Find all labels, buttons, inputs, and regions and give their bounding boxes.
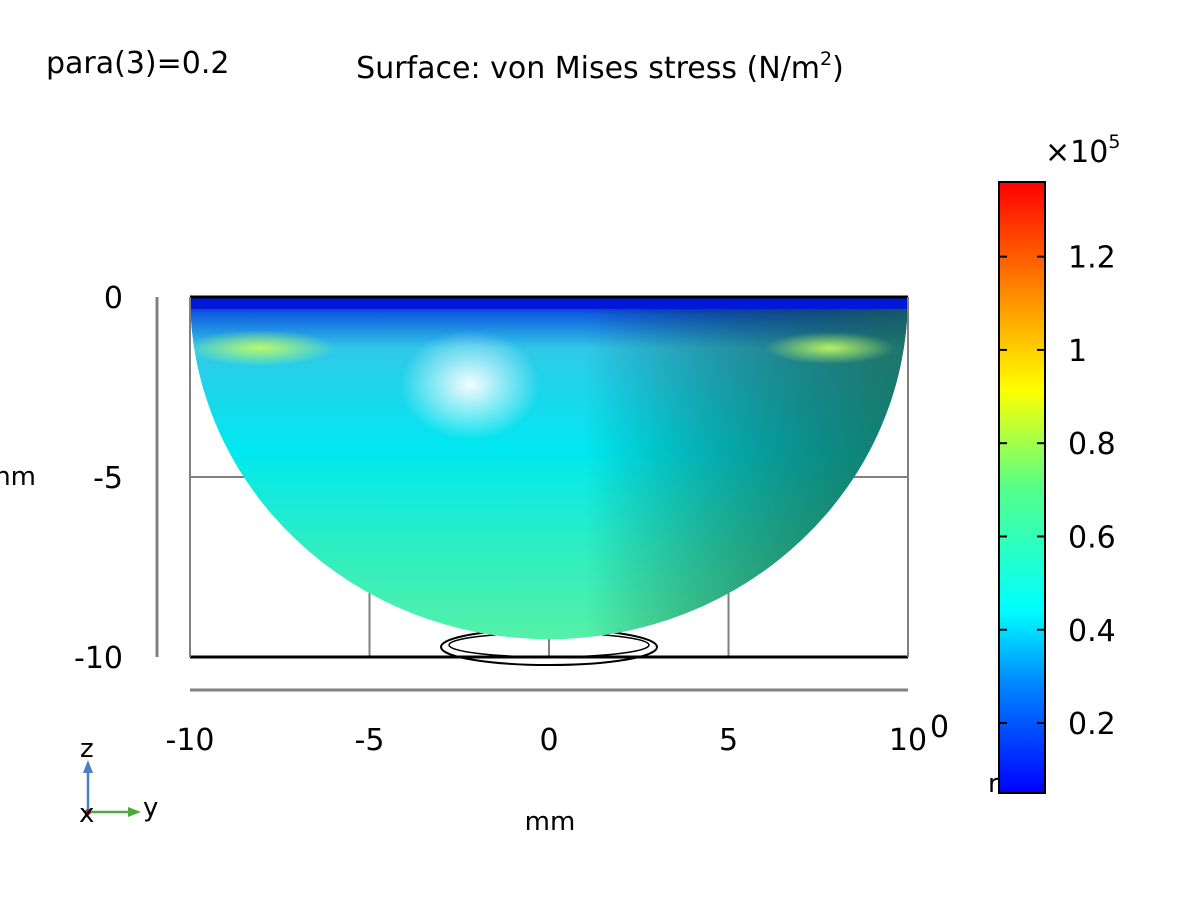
colorbar-tick-label: 0.2: [1068, 707, 1116, 742]
x-arrow-dot: [85, 809, 91, 815]
colorbar-unit-fragment: r: [988, 769, 999, 799]
x-tick-label: -10: [166, 723, 215, 758]
x-axis-label: mm: [525, 807, 576, 837]
z-arrow-head: [83, 760, 93, 773]
bowl-highlight: [400, 330, 540, 440]
colorbar-tick-label: 0.8: [1068, 427, 1116, 462]
axes-frame: [189, 295, 909, 659]
x-tick-label: 0: [539, 723, 558, 758]
colorbar-gradient: [998, 181, 1046, 794]
plot-title: Surface: von Mises stress (N/m2): [356, 48, 844, 86]
axis-triad: z x y: [79, 734, 158, 829]
parameter-label: para(3)=0.2: [46, 46, 230, 81]
y-arrow-head: [128, 807, 141, 817]
colorbar-tick-label: 1: [1068, 334, 1087, 369]
colorbar-multiplier: ×105: [1045, 131, 1120, 170]
title-close: ): [832, 51, 844, 86]
x-tick-label: -5: [355, 723, 385, 758]
colorbar-tick-label: 0.4: [1068, 614, 1116, 649]
triad-y-label: y: [143, 793, 158, 823]
triad-z-label: z: [80, 734, 94, 764]
colorbar: 0.2 0.4 0.6 0.8 1 1.2 ×105 r: [988, 131, 1120, 799]
z-tick-label: 0: [104, 281, 123, 316]
title-superscript: 2: [820, 48, 832, 70]
stress-surface: [190, 297, 908, 640]
tick-labels: -10 -5 0 5 10 0 -5 -10: [74, 281, 927, 758]
z-tick-label: -5: [93, 461, 123, 496]
stress-band-left: [190, 330, 335, 366]
rim-band: [190, 297, 908, 309]
bowl-shading: [190, 297, 908, 640]
z-tick-label: -10: [74, 641, 123, 676]
x-tick-label: 5: [719, 723, 738, 758]
colorbar-tick-label: 1.2: [1068, 241, 1116, 276]
stress-band-right: [765, 332, 895, 364]
triad-x-label: x: [79, 799, 94, 829]
colorbar-tick-label: 0.6: [1068, 520, 1116, 555]
depth-axis-tick: 0: [930, 710, 949, 745]
z-axis-label: nm: [0, 462, 36, 492]
x-tick-label: 10: [889, 723, 927, 758]
title-main: Surface: von Mises stress (N/m: [356, 51, 820, 86]
